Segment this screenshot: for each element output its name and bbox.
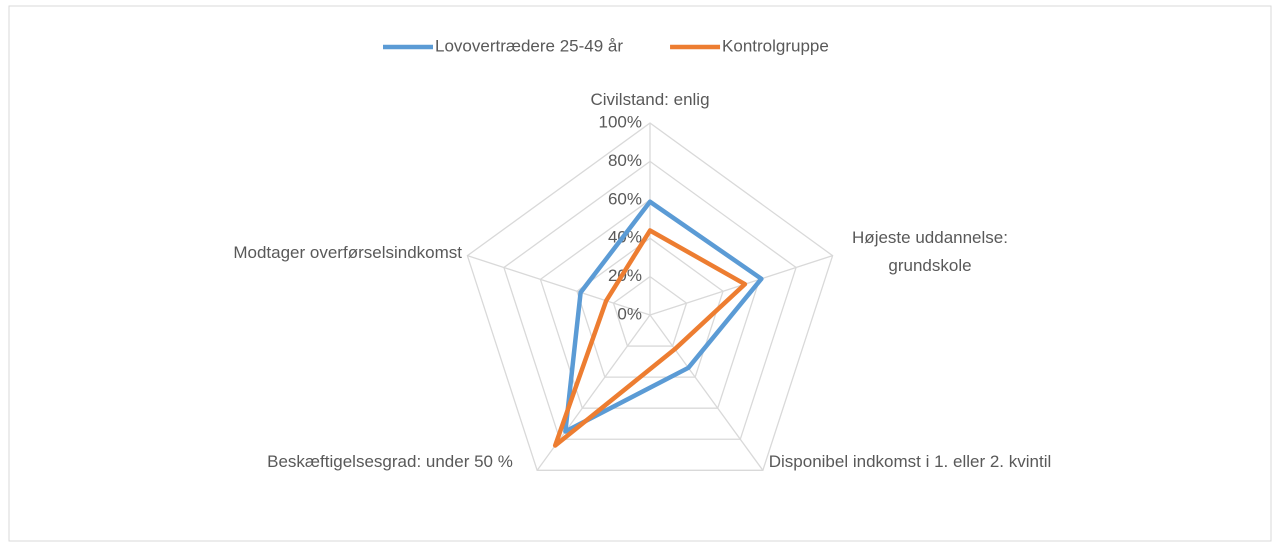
chart-border <box>8 5 1272 542</box>
axis-line <box>649 314 764 471</box>
grid-ring <box>503 160 797 440</box>
category-label: Beskæftigelsesgrad: under 50 % <box>267 452 513 471</box>
category-label: Højeste uddannelse: grundskole <box>852 228 1008 275</box>
axis-line <box>467 255 651 316</box>
category-label: Disponibel indkomst i 1. eller 2. kvinti… <box>768 452 1052 471</box>
category-label: Civilstand: enlig <box>590 90 710 109</box>
tick-label: 60% <box>608 189 642 208</box>
grid-ring <box>466 122 834 471</box>
tick-label: 100% <box>599 112 642 131</box>
grid-ring <box>612 275 688 347</box>
tick-label: 80% <box>608 151 642 170</box>
tick-label: 0% <box>617 304 642 323</box>
category-label: Modtager overførselsindkomst <box>233 243 462 262</box>
series-line <box>552 228 748 448</box>
series-line <box>563 199 764 434</box>
legend-label: Lovovertrædere 25-49 år <box>435 36 623 55</box>
legend-label: Kontrolgruppe <box>722 36 829 55</box>
